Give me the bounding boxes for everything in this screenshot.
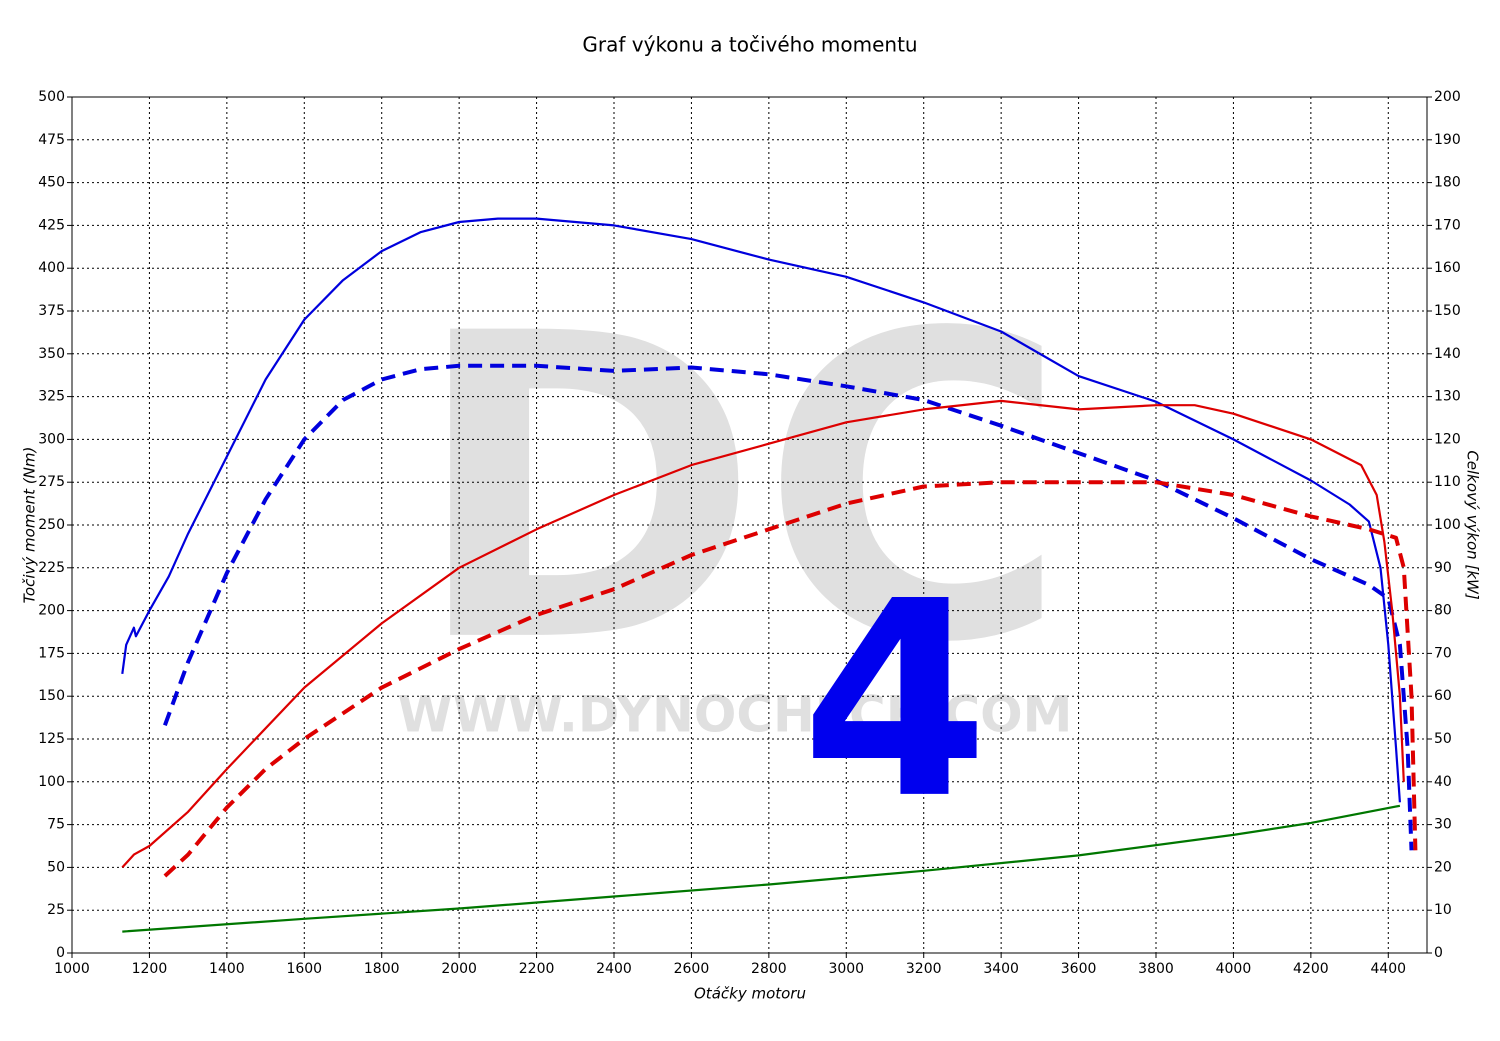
y2-tick-label: 40 [1434,774,1452,790]
y-tick-label: 125 [38,731,65,747]
y-tick-label: 475 [38,132,65,148]
y-tick-label: 100 [38,774,65,790]
x-tick-label: 1400 [209,961,245,977]
y2-tick-label: 20 [1434,859,1452,875]
series-line [121,399,1405,869]
x-tick-label: 2600 [674,961,710,977]
y2-tick-label: 170 [1434,217,1461,233]
y2-tick-label: 160 [1434,260,1461,276]
y-tick-label: 400 [38,260,65,276]
y-tick-label: 300 [38,431,65,447]
y-tick-label: 500 [38,89,65,105]
x-tick-label: 1600 [286,961,322,977]
y-tick-label: 375 [38,303,65,319]
series-line [163,363,1414,851]
x-tick-label: 2800 [751,961,787,977]
y-tick-label: 75 [47,817,65,833]
y2-tick-label: 150 [1434,303,1461,319]
x-tick-label: 1800 [364,961,400,977]
y-tick-label: 150 [38,688,65,704]
y-tick-label: 200 [38,603,65,619]
x-tick-label: 3400 [983,961,1019,977]
x-axis-label: Otáčky motoru [694,985,806,1003]
series-line [163,480,1418,878]
y-tick-label: 50 [47,859,65,875]
y2-tick-label: 200 [1434,89,1461,105]
y2-tick-label: 120 [1434,431,1461,447]
y2-tick-label: 80 [1434,603,1452,619]
y-axis-label: Točivý moment (Nm) [21,447,39,604]
x-tick-label: 1000 [54,961,90,977]
x-tick-label: 4200 [1293,961,1329,977]
y2-axis-label: Celkový výkon [kW] [1464,450,1482,600]
y2-tick-label: 10 [1434,902,1452,918]
watermark-number: 4 [801,543,989,858]
y2-tick-label: 130 [1434,389,1461,405]
x-tick-label: 4400 [1370,961,1406,977]
y-tick-label: 225 [38,560,65,576]
plot-frame [71,96,1428,954]
y-tick-label: 25 [47,902,65,918]
y-tick-label: 450 [38,175,65,191]
x-tick-label: 3200 [906,961,942,977]
y-tick-label: 325 [38,389,65,405]
y-tick-label: 350 [38,346,65,362]
y-tick-label: 275 [38,474,65,490]
x-tick-label: 4000 [1216,961,1252,977]
y2-tick-label: 90 [1434,560,1452,576]
y2-tick-label: 30 [1434,817,1452,833]
y2-tick-label: 190 [1434,132,1461,148]
series-line [121,217,1401,803]
series-line [122,804,1401,933]
watermark-url: WWW.DYNOCHECK.COM [398,686,1073,744]
y2-tick-label: 140 [1434,346,1461,362]
y-tick-label: 0 [56,945,65,961]
y-tick-label: 250 [38,517,65,533]
x-tick-label: 2200 [519,961,555,977]
y-tick-label: 425 [38,217,65,233]
y2-tick-label: 50 [1434,731,1452,747]
y2-tick-label: 110 [1434,474,1461,490]
x-tick-label: 1200 [132,961,168,977]
y-tick-label: 175 [38,645,65,661]
x-tick-label: 3000 [828,961,864,977]
x-tick-label: 3600 [1061,961,1097,977]
y2-tick-label: 60 [1434,688,1452,704]
y2-tick-label: 100 [1434,517,1461,533]
chart-title: Graf výkonu a točivého momentu [582,33,917,57]
x-tick-label: 2400 [596,961,632,977]
x-tick-label: 2000 [441,961,477,977]
x-tick-label: 3800 [1138,961,1174,977]
y2-tick-label: 0 [1434,945,1443,961]
y2-tick-label: 180 [1434,175,1461,191]
y2-tick-label: 70 [1434,645,1452,661]
